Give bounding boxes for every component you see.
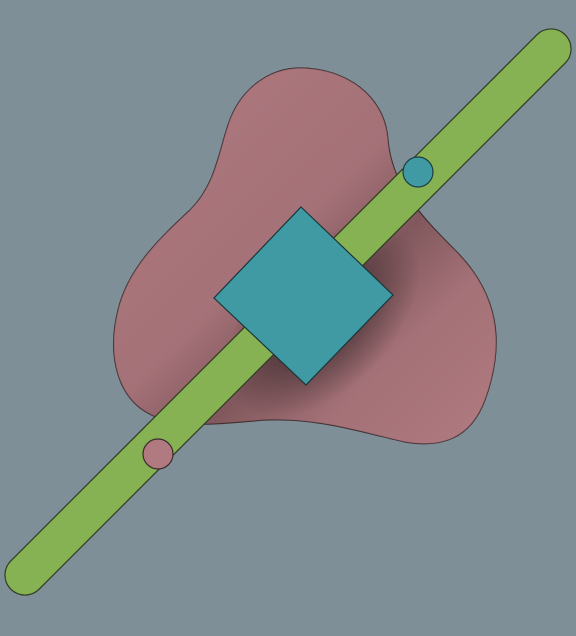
pin-upper-teal[interactable] [402, 156, 434, 188]
pin-lower-pink[interactable] [142, 438, 174, 470]
square-block[interactable] [213, 206, 394, 386]
